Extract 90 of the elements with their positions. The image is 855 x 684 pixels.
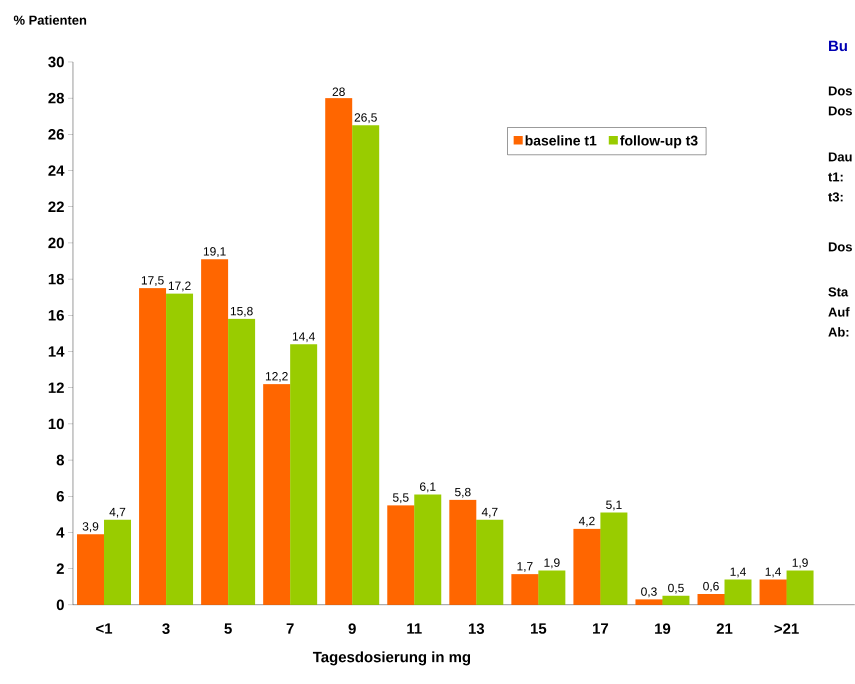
x-tick-label: 3 [162, 623, 170, 634]
data-label: 28 [332, 88, 345, 96]
data-label: 3,9 [82, 522, 98, 532]
bar [139, 288, 166, 605]
annotation: Sta [828, 287, 848, 297]
bar [201, 259, 228, 605]
x-tick-label: 9 [348, 623, 356, 634]
bar [786, 570, 814, 605]
data-label: 5,8 [454, 488, 471, 498]
y-tick-label: 10 [48, 418, 64, 430]
data-label: 1,4 [730, 568, 746, 578]
data-label: 0,5 [668, 584, 684, 594]
bar [760, 580, 787, 605]
y-tick-label: 28 [48, 92, 64, 104]
y-axis-title: % Patienten [14, 15, 86, 25]
x-tick-label: 17 [593, 623, 608, 634]
data-label: 17,5 [142, 276, 164, 286]
y-tick-label: 16 [48, 310, 64, 321]
bar [476, 520, 504, 605]
bar [228, 319, 256, 605]
bar [104, 520, 132, 605]
y-tick-label: 30 [48, 56, 64, 68]
x-tick-label: 7 [286, 623, 294, 634]
bar [600, 512, 628, 605]
x-axis-title: Tagesdosierung in mg [312, 651, 470, 666]
bar [166, 294, 194, 605]
x-tick-label: <1 [96, 623, 112, 634]
y-tick-label: 0 [56, 600, 64, 610]
data-label: 5,1 [606, 500, 622, 510]
x-tick-label: 11 [407, 623, 422, 634]
x-tick-label: 21 [716, 623, 732, 634]
x-tick-label: 13 [468, 623, 484, 634]
data-label: 4,7 [482, 508, 498, 518]
y-tick-label: 6 [56, 491, 64, 502]
annotation: Dos [828, 106, 852, 116]
y-tick-label: 18 [48, 274, 64, 284]
text: Bu [829, 40, 847, 52]
bar [77, 534, 104, 605]
bar [387, 505, 414, 605]
annotation: Dos [828, 86, 852, 96]
bar [352, 125, 380, 605]
annotation: t3: [828, 192, 843, 202]
data-label: 4,2 [578, 516, 595, 527]
y-tick-label: 8 [56, 454, 64, 466]
bar [573, 528, 600, 605]
y-tick-label: 22 [48, 202, 64, 212]
data-label: 1,9 [792, 558, 808, 568]
annotation: Auf [828, 307, 850, 317]
data-label: 5,5 [392, 493, 409, 504]
bar [635, 599, 662, 605]
data-label: 4,7 [109, 508, 126, 518]
bar [698, 594, 725, 605]
data-label: 1,9 [544, 558, 560, 568]
x-tick-label: 15 [530, 623, 546, 634]
y-tick-label: 2 [56, 564, 64, 574]
bar [538, 570, 566, 605]
y-tick-label: 12 [48, 382, 64, 393]
data-label: 0,6 [703, 582, 719, 592]
y-tick-label: 24 [48, 165, 64, 176]
data-label: 6,1 [420, 482, 436, 492]
bar [290, 344, 318, 605]
data-label: 1,4 [766, 568, 782, 578]
data-label: 12,2 [266, 372, 288, 382]
data-label: 19,1 [204, 247, 226, 258]
x-tick-label: 5 [224, 623, 232, 634]
data-label: 17,2 [168, 282, 191, 292]
bar [724, 580, 752, 605]
legend-label: baseline t1 [526, 135, 596, 146]
data-label: 0,3 [641, 587, 657, 598]
bar [263, 384, 290, 605]
x-tick-label: 19 [655, 623, 670, 634]
y-tick-label: 20 [48, 238, 64, 248]
annotation: Dau [828, 152, 852, 162]
y-tick-label: 4 [56, 527, 64, 538]
annotation: Dos [828, 242, 852, 252]
bar [449, 500, 476, 605]
data-label: 15,8 [230, 306, 253, 317]
x-tick-label: >21 [774, 623, 799, 634]
data-label: 26,5 [354, 113, 377, 124]
bar [662, 596, 690, 605]
bar [414, 494, 442, 605]
y-tick-label: 14 [48, 346, 64, 357]
annotation: t1: [828, 172, 843, 182]
data-label: 1,7 [517, 562, 533, 572]
y-tick-label: 26 [48, 129, 64, 140]
data-label: 14,4 [292, 332, 315, 342]
annotation: Ab: [828, 327, 848, 337]
bar [511, 574, 538, 605]
bar [325, 98, 352, 605]
legend-label: follow-up t3 [620, 135, 698, 148]
